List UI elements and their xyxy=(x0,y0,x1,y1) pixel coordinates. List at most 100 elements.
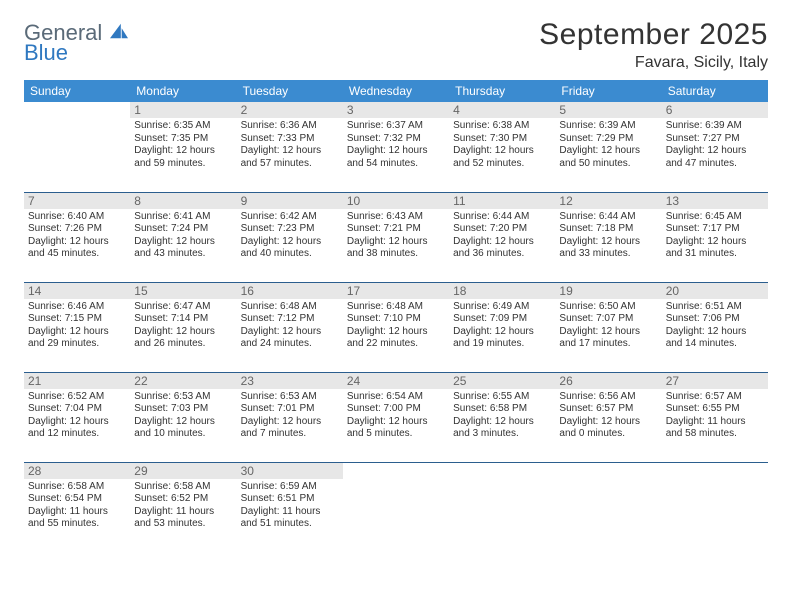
day-info: Sunrise: 6:58 AMSunset: 6:54 PMDaylight:… xyxy=(28,481,126,531)
day-info: Sunrise: 6:53 AMSunset: 7:03 PMDaylight:… xyxy=(134,391,232,441)
calendar-cell: 18 Sunrise: 6:49 AMSunset: 7:09 PMDayligh… xyxy=(449,282,555,372)
day-number: 1 xyxy=(130,102,236,118)
calendar-cell: 3 Sunrise: 6:37 AMSunset: 7:32 PMDaylight… xyxy=(343,102,449,192)
sail-icon xyxy=(108,22,130,40)
day-info: Sunrise: 6:54 AMSunset: 7:00 PMDaylight:… xyxy=(347,391,445,441)
calendar-cell: 5Sunrise: 6:39 AMSunset: 7:29 PMDaylight… xyxy=(555,102,661,192)
calendar-table: SundayMondayTuesdayWednesdayThursdayFrid… xyxy=(24,80,768,552)
calendar-cell: 16Sunrise: 6:48 AMSunset: 7:12 PMDayligh… xyxy=(237,282,343,372)
day-number: 29 xyxy=(130,463,236,479)
brand-text: General Blue xyxy=(24,22,130,63)
day-info: Sunrise: 6:44 AMSunset: 7:18 PMDaylight:… xyxy=(559,211,657,261)
calendar-cell: 23 Sunrise: 6:53 AMSunset: 7:01 PMDayligh… xyxy=(237,372,343,462)
day-info: Sunrise: 6:36 AMSunset: 7:33 PMDaylight:… xyxy=(241,120,339,170)
day-number: 6 xyxy=(662,102,768,118)
calendar-cell xyxy=(343,462,449,552)
day-number: 21 xyxy=(24,373,130,389)
day-number: 10 xyxy=(343,193,449,209)
calendar-cell xyxy=(449,462,555,552)
calendar-cell: 28 Sunrise: 6:58 AMSunset: 6:54 PMDayligh… xyxy=(24,462,130,552)
header: General Blue September 2025 Favara, Sici… xyxy=(24,18,768,72)
calendar-cell: 27 Sunrise: 6:57 AMSunset: 6:55 PMDayligh… xyxy=(662,372,768,462)
calendar-cell: 10 Sunrise: 6:43 AMSunset: 7:21 PMDayligh… xyxy=(343,192,449,282)
day-number: 2 xyxy=(237,102,343,118)
calendar-cell: 30 Sunrise: 6:59 AMSunset: 6:51 PMDayligh… xyxy=(237,462,343,552)
day-info: Sunrise: 6:37 AMSunset: 7:32 PMDaylight:… xyxy=(347,120,445,170)
brand-line2: Blue xyxy=(24,40,68,65)
day-number: 17 xyxy=(343,283,449,299)
calendar-cell: 20 Sunrise: 6:51 AMSunset: 7:06 PMDayligh… xyxy=(662,282,768,372)
day-info: Sunrise: 6:41 AMSunset: 7:24 PMDaylight:… xyxy=(134,211,232,261)
day-info: Sunrise: 6:43 AMSunset: 7:21 PMDaylight:… xyxy=(347,211,445,261)
weekday-header: Saturday xyxy=(662,80,768,102)
calendar-cell xyxy=(662,462,768,552)
day-info: Sunrise: 6:56 AMSunset: 6:57 PMDaylight:… xyxy=(559,391,657,441)
day-info: Sunrise: 6:49 AMSunset: 7:09 PMDaylight:… xyxy=(453,301,551,351)
day-number: 3 xyxy=(343,102,449,118)
calendar-row: 7 Sunrise: 6:40 AMSunset: 7:26 PMDaylight… xyxy=(24,192,768,282)
calendar-cell: 25Sunrise: 6:55 AMSunset: 6:58 PMDayligh… xyxy=(449,372,555,462)
day-number: 16 xyxy=(237,283,343,299)
calendar-cell: 9Sunrise: 6:42 AMSunset: 7:23 PMDaylight… xyxy=(237,192,343,282)
weekday-header: Wednesday xyxy=(343,80,449,102)
weekday-header: Friday xyxy=(555,80,661,102)
day-info: Sunrise: 6:57 AMSunset: 6:55 PMDaylight:… xyxy=(666,391,764,441)
day-info: Sunrise: 6:51 AMSunset: 7:06 PMDaylight:… xyxy=(666,301,764,351)
calendar-cell: 17 Sunrise: 6:48 AMSunset: 7:10 PMDayligh… xyxy=(343,282,449,372)
day-info: Sunrise: 6:39 AMSunset: 7:29 PMDaylight:… xyxy=(559,120,657,170)
calendar-body: 1 Sunrise: 6:35 AMSunset: 7:35 PMDaylight… xyxy=(24,102,768,552)
title-block: September 2025 Favara, Sicily, Italy xyxy=(539,18,768,72)
calendar-cell: 11 Sunrise: 6:44 AMSunset: 7:20 PMDayligh… xyxy=(449,192,555,282)
calendar-cell: 15 Sunrise: 6:47 AMSunset: 7:14 PMDayligh… xyxy=(130,282,236,372)
calendar-row: 14 Sunrise: 6:46 AMSunset: 7:15 PMDayligh… xyxy=(24,282,768,372)
calendar-cell: 8Sunrise: 6:41 AMSunset: 7:24 PMDaylight… xyxy=(130,192,236,282)
day-info: Sunrise: 6:59 AMSunset: 6:51 PMDaylight:… xyxy=(241,481,339,531)
weekday-header: Monday xyxy=(130,80,236,102)
calendar-cell: 6 Sunrise: 6:39 AMSunset: 7:27 PMDaylight… xyxy=(662,102,768,192)
calendar-cell: 1 Sunrise: 6:35 AMSunset: 7:35 PMDaylight… xyxy=(130,102,236,192)
calendar-cell: 14 Sunrise: 6:46 AMSunset: 7:15 PMDayligh… xyxy=(24,282,130,372)
day-number: 23 xyxy=(237,373,343,389)
calendar-row: 1 Sunrise: 6:35 AMSunset: 7:35 PMDaylight… xyxy=(24,102,768,192)
day-info: Sunrise: 6:42 AMSunset: 7:23 PMDaylight:… xyxy=(241,211,339,261)
day-number: 24 xyxy=(343,373,449,389)
day-info: Sunrise: 6:45 AMSunset: 7:17 PMDaylight:… xyxy=(666,211,764,261)
day-info: Sunrise: 6:46 AMSunset: 7:15 PMDaylight:… xyxy=(28,301,126,351)
calendar-cell: 13 Sunrise: 6:45 AMSunset: 7:17 PMDayligh… xyxy=(662,192,768,282)
calendar-header-row: SundayMondayTuesdayWednesdayThursdayFrid… xyxy=(24,80,768,102)
calendar-row: 28 Sunrise: 6:58 AMSunset: 6:54 PMDayligh… xyxy=(24,462,768,552)
day-number: 13 xyxy=(662,193,768,209)
calendar-cell: 26 Sunrise: 6:56 AMSunset: 6:57 PMDayligh… xyxy=(555,372,661,462)
day-info: Sunrise: 6:50 AMSunset: 7:07 PMDaylight:… xyxy=(559,301,657,351)
day-number: 26 xyxy=(555,373,661,389)
day-number: 11 xyxy=(449,193,555,209)
calendar-row: 21 Sunrise: 6:52 AMSunset: 7:04 PMDayligh… xyxy=(24,372,768,462)
day-info: Sunrise: 6:48 AMSunset: 7:10 PMDaylight:… xyxy=(347,301,445,351)
day-number: 19 xyxy=(555,283,661,299)
day-number: 20 xyxy=(662,283,768,299)
day-number: 28 xyxy=(24,463,130,479)
day-info: Sunrise: 6:53 AMSunset: 7:01 PMDaylight:… xyxy=(241,391,339,441)
calendar-cell: 2 Sunrise: 6:36 AMSunset: 7:33 PMDaylight… xyxy=(237,102,343,192)
day-info: Sunrise: 6:35 AMSunset: 7:35 PMDaylight:… xyxy=(134,120,232,170)
day-info: Sunrise: 6:47 AMSunset: 7:14 PMDaylight:… xyxy=(134,301,232,351)
day-info: Sunrise: 6:38 AMSunset: 7:30 PMDaylight:… xyxy=(453,120,551,170)
weekday-header: Thursday xyxy=(449,80,555,102)
day-number: 18 xyxy=(449,283,555,299)
calendar-cell: 24 Sunrise: 6:54 AMSunset: 7:00 PMDayligh… xyxy=(343,372,449,462)
calendar-cell: 12Sunrise: 6:44 AMSunset: 7:18 PMDayligh… xyxy=(555,192,661,282)
calendar-cell: 7 Sunrise: 6:40 AMSunset: 7:26 PMDaylight… xyxy=(24,192,130,282)
day-info: Sunrise: 6:40 AMSunset: 7:26 PMDaylight:… xyxy=(28,211,126,261)
weekday-header: Tuesday xyxy=(237,80,343,102)
day-number: 15 xyxy=(130,283,236,299)
day-number: 7 xyxy=(24,193,130,209)
day-info: Sunrise: 6:52 AMSunset: 7:04 PMDaylight:… xyxy=(28,391,126,441)
calendar-cell: 22Sunrise: 6:53 AMSunset: 7:03 PMDayligh… xyxy=(130,372,236,462)
day-number: 30 xyxy=(237,463,343,479)
location-text: Favara, Sicily, Italy xyxy=(539,54,768,72)
day-number: 27 xyxy=(662,373,768,389)
day-number: 14 xyxy=(24,283,130,299)
day-info: Sunrise: 6:39 AMSunset: 7:27 PMDaylight:… xyxy=(666,120,764,170)
day-info: Sunrise: 6:44 AMSunset: 7:20 PMDaylight:… xyxy=(453,211,551,261)
day-info: Sunrise: 6:58 AMSunset: 6:52 PMDaylight:… xyxy=(134,481,232,531)
